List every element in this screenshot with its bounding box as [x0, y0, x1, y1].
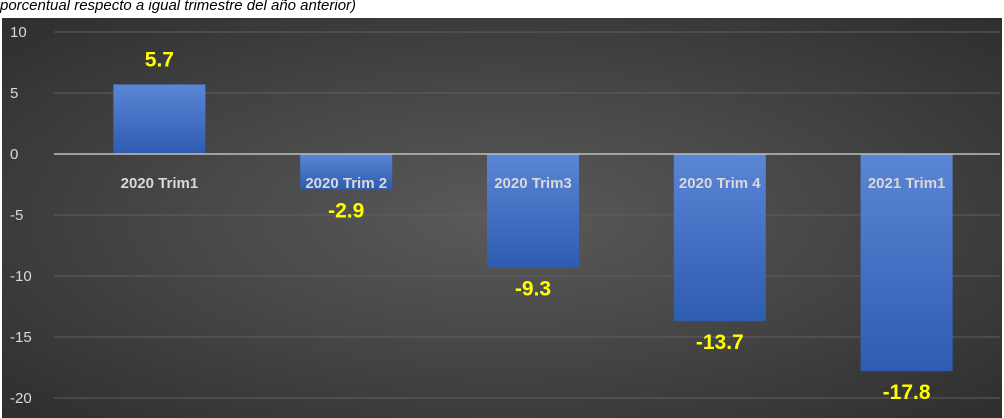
y-tick-label: 10: [10, 24, 27, 41]
data-label: -17.8: [883, 381, 931, 404]
bars: [113, 84, 953, 372]
y-axis-ticks: 10 5 0 -5 -10 -15 -20: [10, 24, 32, 407]
category-labels: 2020 Trim1 2020 Trim 2 2020 Trim3 2020 Trim…: [121, 175, 946, 192]
y-tick-label: -10: [10, 268, 32, 285]
bar: [673, 154, 766, 322]
category-label: 2020 Trim 4: [679, 175, 761, 192]
data-label: -13.7: [696, 331, 744, 354]
bar: [487, 154, 579, 268]
category-label: 2020 Trim1: [121, 175, 199, 192]
y-tick-label: -5: [10, 207, 23, 224]
data-label: -9.3: [515, 277, 551, 300]
y-tick-label: -15: [10, 329, 32, 346]
chart-caption: porcentual respecto a igual trimestre de…: [0, 0, 357, 14]
y-tick-label: -20: [10, 390, 32, 407]
category-label: 2020 Trim 2: [305, 175, 387, 192]
bar: [860, 154, 953, 372]
bar: [113, 84, 206, 154]
category-label: 2020 Trim3: [494, 175, 572, 192]
y-tick-label: 0: [10, 146, 18, 163]
bar: [300, 154, 393, 190]
category-label: 2021 Trim1: [868, 175, 946, 192]
data-label: 5.7: [145, 48, 174, 71]
chart-panel: 10 5 0 -5 -10 -15 -20 2020 Trim1 2020 Trim 2 202…: [2, 18, 1002, 418]
data-labels: 5.7 -2.9 -9.3 -13.7 -17.8: [145, 48, 931, 404]
data-label: -2.9: [328, 199, 364, 222]
y-tick-label: 5: [10, 85, 18, 102]
